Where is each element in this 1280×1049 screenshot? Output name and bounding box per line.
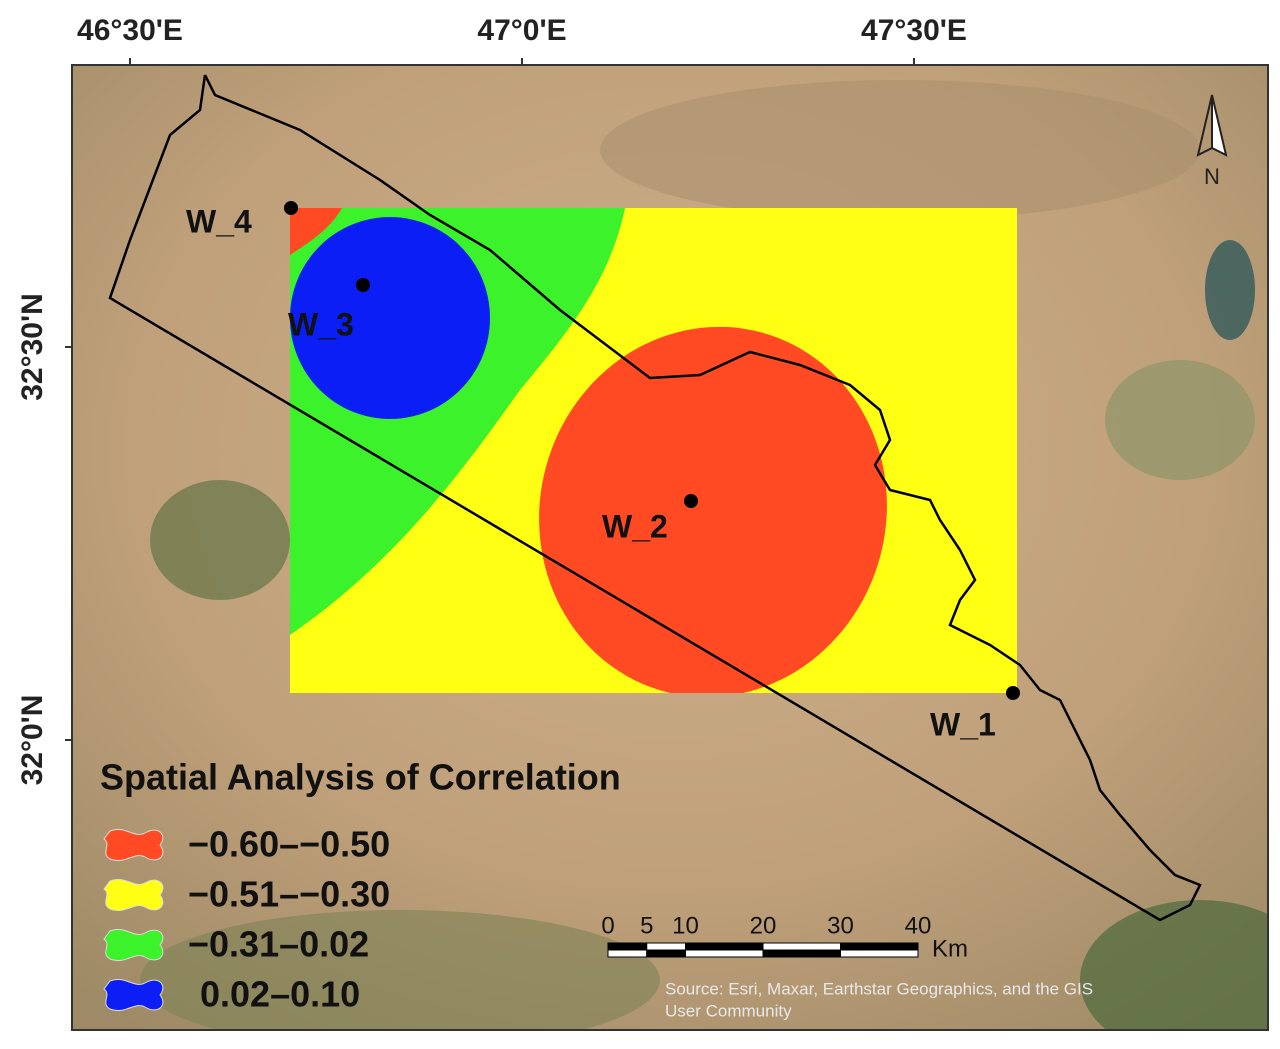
well-point (356, 278, 370, 292)
map-frame (71, 64, 1269, 1031)
legend-title: Spatial Analysis of Correlation (100, 757, 621, 798)
scale-segment (607, 949, 648, 958)
scale-label: 30 (827, 912, 854, 939)
correlation-raster (290, 208, 1017, 693)
scale-segment (762, 942, 841, 951)
well-label: W_4 (186, 203, 252, 239)
well-label: W_1 (930, 706, 996, 742)
scale-segment (646, 942, 686, 951)
legend-label: 0.02–0.10 (200, 974, 360, 1015)
scale-unit: Km (932, 935, 968, 962)
well-label: W_3 (288, 306, 354, 342)
scale-segment (840, 942, 919, 951)
study-boundary (108, 74, 1202, 922)
legend: −0.60–−0.50 −0.51–−0.30 −0.31–0.02 0.02–0.1… (103, 824, 390, 1015)
scale-segment (840, 949, 919, 958)
legend-swatch (103, 879, 164, 911)
scale-segment (607, 942, 648, 951)
legend-swatch (103, 829, 164, 861)
north-arrow: N (1196, 94, 1228, 189)
scale-label: 0 (601, 912, 614, 939)
scale-label: 40 (905, 912, 932, 939)
legend-swatch (103, 929, 164, 961)
scale-segment (762, 949, 841, 958)
legend-label: −0.31–0.02 (188, 924, 369, 965)
legend-label: −0.51–−0.30 (188, 874, 390, 915)
scale-label: 10 (672, 912, 699, 939)
lat-tick-label: 32°0'N (16, 695, 49, 786)
source-line: User Community (665, 1001, 792, 1020)
scale-label: 20 (750, 912, 777, 939)
wells: W_1 W_2 W_3 W_4 (186, 201, 1020, 742)
legend-label: −0.60–−0.50 (188, 824, 390, 865)
lon-tick-label: 47°30'E (861, 14, 967, 47)
lon-tick-label: 46°30'E (77, 14, 183, 47)
well-label: W_2 (602, 508, 668, 544)
well-point (684, 494, 698, 508)
source-line: Source: Esri, Maxar, Earthstar Geographi… (665, 979, 1093, 998)
well-point (284, 201, 298, 215)
legend-swatch (103, 979, 164, 1011)
scale-label: 5 (640, 912, 653, 939)
lat-tick-label: 32°30'N (16, 293, 49, 401)
well-point (1006, 686, 1020, 700)
scale-segment (685, 949, 764, 958)
north-label: N (1204, 164, 1220, 189)
scale-segment (685, 942, 764, 951)
scale-segment (646, 949, 686, 958)
lon-tick-label: 47°0'E (477, 14, 566, 47)
